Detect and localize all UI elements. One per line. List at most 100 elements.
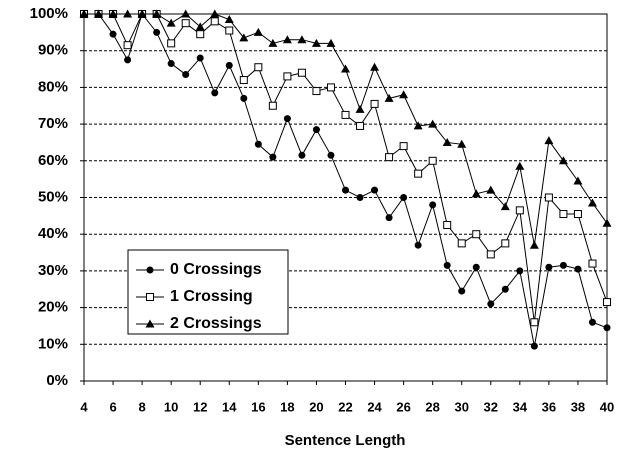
marker xyxy=(268,38,278,47)
marker xyxy=(428,119,438,128)
marker xyxy=(326,38,336,47)
marker xyxy=(385,153,394,162)
x-tick-label: 32 xyxy=(484,399,498,414)
marker xyxy=(341,64,350,73)
marker xyxy=(413,121,423,130)
marker xyxy=(312,87,321,96)
marker xyxy=(225,26,234,35)
marker xyxy=(399,142,408,151)
legend-label: 1 Crossing xyxy=(170,288,253,305)
x-tick-label: 26 xyxy=(396,399,410,414)
marker xyxy=(225,61,233,69)
marker xyxy=(558,156,568,165)
x-tick-label: 34 xyxy=(513,399,528,414)
marker xyxy=(166,18,176,27)
marker xyxy=(603,298,611,307)
marker xyxy=(458,287,466,295)
marker xyxy=(486,185,496,194)
marker xyxy=(298,151,306,159)
marker xyxy=(224,15,234,24)
marker xyxy=(487,300,495,308)
marker xyxy=(297,68,306,77)
marker xyxy=(603,324,611,332)
marker xyxy=(457,239,466,248)
marker xyxy=(211,89,219,97)
marker xyxy=(588,259,597,268)
x-tick-label: 14 xyxy=(222,399,237,414)
marker xyxy=(602,218,612,227)
marker xyxy=(181,19,190,28)
marker xyxy=(210,9,220,18)
marker xyxy=(254,140,262,148)
marker xyxy=(355,104,365,113)
x-tick-label: 4 xyxy=(80,399,88,414)
x-axis-title: Sentence Length xyxy=(285,432,406,449)
x-tick-label: 40 xyxy=(600,399,614,414)
marker xyxy=(123,41,132,50)
y-tick-label: 60% xyxy=(38,152,68,169)
legend-label: 0 Crossings xyxy=(170,261,262,278)
y-tick-label: 20% xyxy=(38,299,68,316)
marker xyxy=(210,17,219,26)
marker xyxy=(181,9,191,18)
plot-frame xyxy=(83,13,608,382)
marker xyxy=(94,9,104,18)
marker xyxy=(544,193,553,202)
marker xyxy=(282,35,292,44)
marker xyxy=(559,210,568,219)
marker xyxy=(529,240,539,249)
marker xyxy=(311,38,321,47)
marker xyxy=(283,115,291,123)
marker xyxy=(145,319,155,328)
y-tick-label: 30% xyxy=(38,262,68,279)
marker xyxy=(108,9,118,18)
marker xyxy=(195,22,205,31)
marker xyxy=(501,239,510,248)
marker xyxy=(239,33,249,42)
marker xyxy=(545,263,553,271)
marker xyxy=(530,342,538,350)
marker xyxy=(573,210,582,219)
marker xyxy=(414,241,422,249)
x-tick-label: 10 xyxy=(164,399,178,414)
y-tick-label: 100% xyxy=(30,5,68,22)
marker xyxy=(196,30,205,39)
x-tick-label: 28 xyxy=(425,399,439,414)
marker xyxy=(573,176,583,185)
marker xyxy=(384,93,394,102)
legend: 0 Crossings 1 Crossing 2 Crossings xyxy=(127,249,289,335)
marker xyxy=(414,169,423,178)
legend-label: 2 Crossings xyxy=(170,315,262,332)
marker xyxy=(269,153,277,161)
x-tick-label: 22 xyxy=(338,399,352,414)
x-tick-label: 30 xyxy=(454,399,468,414)
marker xyxy=(146,293,154,301)
marker xyxy=(400,194,408,201)
marker xyxy=(574,265,582,273)
marker xyxy=(239,76,248,85)
marker xyxy=(109,30,117,38)
marker xyxy=(544,136,554,145)
marker xyxy=(428,156,437,165)
marker xyxy=(442,137,452,146)
marker xyxy=(167,39,176,48)
marker xyxy=(167,60,175,68)
marker xyxy=(153,28,161,36)
marker xyxy=(471,189,481,198)
marker xyxy=(486,250,495,259)
marker xyxy=(472,263,480,271)
marker xyxy=(443,221,452,230)
marker xyxy=(587,198,597,207)
marker xyxy=(399,90,409,99)
marker xyxy=(472,230,481,239)
marker xyxy=(341,110,350,119)
y-tick-label: 50% xyxy=(38,188,68,205)
legend-box xyxy=(127,249,289,335)
y-tick-label: 40% xyxy=(38,225,68,242)
marker xyxy=(297,35,307,44)
marker xyxy=(146,266,154,274)
x-tick-label: 8 xyxy=(138,399,145,414)
x-tick-label: 18 xyxy=(280,399,294,414)
marker xyxy=(371,186,379,194)
